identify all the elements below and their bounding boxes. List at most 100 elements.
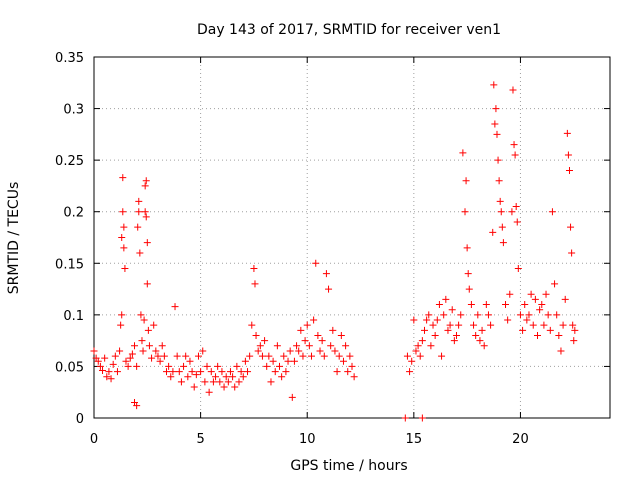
data-point [465,285,473,293]
data-point [175,368,183,376]
data-point [544,311,552,319]
data-point [542,290,550,298]
data-point [303,321,311,329]
data-point [246,352,254,360]
data-point [121,264,129,272]
data-point [180,362,188,370]
data-point [122,357,130,365]
data-point [502,301,510,309]
data-point [194,352,202,360]
data-point [476,337,484,345]
data-point [480,342,488,350]
data-point [171,303,179,311]
x-tick-label: 5 [196,432,204,447]
y-tick-label: 0.05 [55,360,84,375]
data-point [331,347,339,355]
data-point [152,347,160,355]
data-point [103,373,111,381]
y-tick-label: 0.35 [55,51,84,66]
data-point [472,331,480,339]
data-point [261,337,269,345]
x-tick-label: 20 [512,432,529,447]
data-point [438,352,446,360]
data-point [494,156,502,164]
data-point [455,321,463,329]
data-point [90,347,98,355]
data-point [113,368,121,376]
data-point [131,342,139,350]
data-point [493,130,501,138]
data-point [546,326,554,334]
data-points [90,81,579,422]
data-point [403,352,411,360]
data-point [278,373,286,381]
data-point [107,375,115,383]
data-point [418,337,426,345]
data-point [484,311,492,319]
data-point [490,81,498,89]
data-point [571,326,579,334]
y-tick-label: 0.1 [63,309,84,324]
data-point [139,347,147,355]
data-point [346,352,354,360]
data-point [248,321,256,329]
data-point [470,321,478,329]
data-point [492,105,500,113]
data-point [498,223,506,231]
x-axis-label: GPS time / hours [290,458,407,474]
data-point [410,316,418,324]
data-point [450,337,458,345]
data-point [508,208,516,216]
data-point [118,234,126,241]
data-point [267,378,275,386]
y-tick-label: 0.25 [55,154,84,169]
data-point [512,203,520,211]
data-point [464,270,472,278]
y-tick-label: 0.3 [63,103,84,118]
data-point [158,342,166,350]
data-point [570,337,578,345]
data-point [318,337,326,345]
data-point [265,352,273,360]
data-point [237,368,245,376]
data-point [314,331,322,339]
data-point [205,388,213,396]
data-point [142,213,150,221]
data-point [186,357,194,365]
data-point [118,311,126,319]
data-point [254,347,262,355]
data-point [182,352,190,360]
data-point [510,141,518,149]
data-point [201,378,209,386]
data-point [203,362,211,370]
data-point [478,326,486,334]
data-point [290,357,298,365]
data-point [134,223,142,231]
data-point [329,326,337,334]
data-point [418,414,426,422]
data-point [184,373,192,381]
data-point [433,316,441,324]
data-point [144,326,152,334]
data-point [316,347,324,355]
data-point [209,378,217,386]
x-tick-label: 15 [406,432,423,447]
data-point [444,326,452,334]
data-point [141,208,149,216]
data-point [233,362,241,370]
data-point [197,368,205,376]
data-point [307,352,315,360]
x-tick-label: 0 [90,432,98,447]
data-point [150,321,158,329]
chart-title: Day 143 of 2017, SRMTID for receiver ven… [197,22,501,38]
data-point [101,354,109,362]
data-point [136,249,144,257]
data-point [440,311,448,319]
data-point [487,321,495,329]
data-point [497,208,505,216]
data-point [156,357,164,365]
data-point [258,352,266,360]
data-point [420,326,428,334]
data-point [495,177,503,185]
data-point [280,352,288,360]
